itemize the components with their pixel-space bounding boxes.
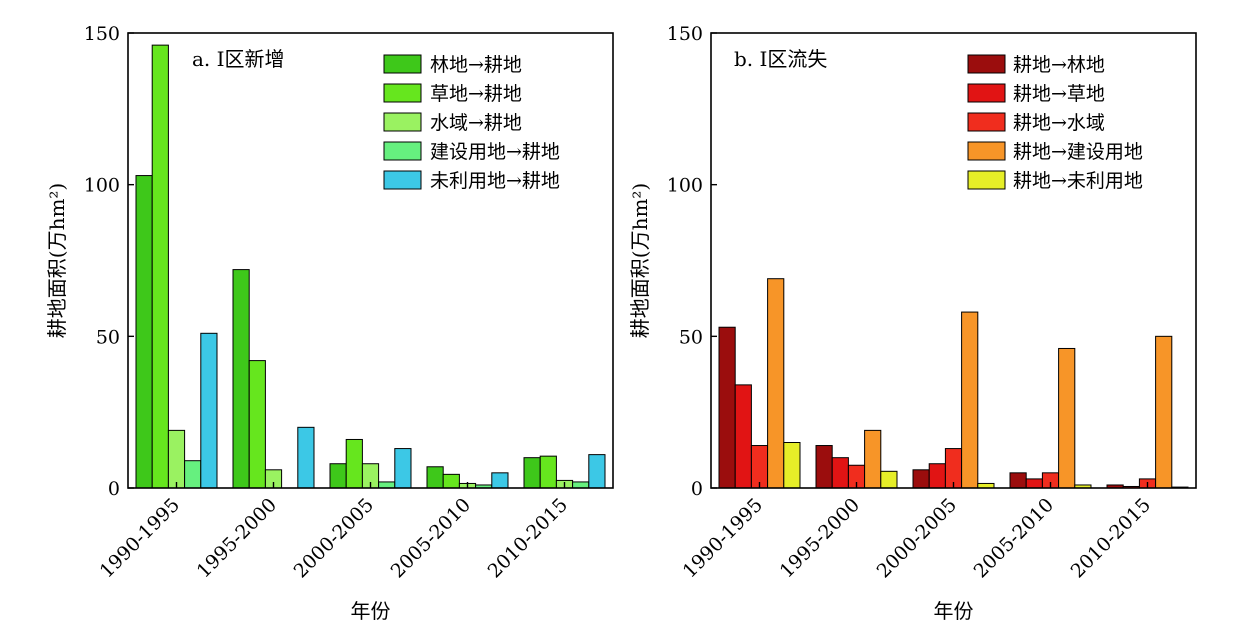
legend-label: 未利用地→耕地 (430, 170, 560, 192)
bar-1-3-3 (1058, 347, 1076, 489)
bar-0-1-2 (345, 438, 363, 489)
x-tick-label: 2005-2010 (387, 494, 475, 582)
y-tick-label: 0 (691, 478, 703, 500)
y-tick-label: 50 (679, 326, 703, 348)
bar-0-1-4 (539, 455, 557, 489)
bar-1-0-3 (1009, 472, 1027, 489)
bar-0-4-2 (394, 448, 412, 489)
bar-0-4-0 (200, 332, 218, 489)
legend-swatch (967, 54, 1006, 74)
y-tick-label: 100 (84, 175, 120, 197)
bar-1-0-2 (912, 469, 930, 489)
legend-label: 耕地→建设用地 (1013, 141, 1143, 163)
x-tick-label: 1990-1995 (96, 494, 184, 582)
bar-0-1-3 (442, 473, 460, 489)
bar-1-4-1 (880, 470, 898, 489)
legend-swatch (967, 141, 1006, 161)
bar-1-3-0 (767, 278, 785, 489)
y-axis-title: 耕地面积(万hm²) (45, 183, 69, 338)
y-tick-label: 0 (108, 478, 120, 500)
bar-1-1-1 (831, 457, 849, 489)
bar-0-0-2 (329, 463, 347, 489)
y-tick-label: 150 (84, 23, 120, 45)
legend-label: 建设用地→耕地 (430, 141, 560, 163)
y-tick-label: 50 (96, 326, 120, 348)
legend-swatch (967, 170, 1006, 190)
bar-1-3-4 (1155, 335, 1173, 489)
legend-label: 耕地→草地 (1013, 83, 1105, 105)
bar-0-3-4 (572, 481, 590, 489)
x-tick-label: 1995-2000 (193, 494, 281, 582)
y-tick-label: 100 (667, 175, 703, 197)
x-axis-title: 年份 (934, 599, 974, 623)
bar-0-1-1 (248, 360, 266, 489)
x-tick-label: 2000-2005 (290, 494, 378, 582)
bar-1-1-3 (1025, 478, 1043, 489)
y-tick-label: 150 (667, 23, 703, 45)
bar-0-2-0 (167, 429, 186, 489)
bar-1-1-0 (734, 384, 752, 489)
y-axis-title: 耕地面积(万hm²) (628, 183, 652, 338)
bar-0-4-4 (588, 454, 606, 489)
bar-0-4-3 (491, 472, 509, 489)
bar-0-1-0 (151, 44, 169, 489)
bar-1-0-0 (718, 326, 736, 489)
legend-swatch (967, 83, 1006, 103)
legend-swatch (383, 141, 422, 161)
legend-label: 水域→耕地 (430, 112, 522, 134)
x-tick-label: 2010-2015 (1067, 494, 1155, 582)
legend-label: 耕地→林地 (1013, 54, 1105, 76)
bar-1-1-2 (928, 463, 946, 489)
panel-b: 0 50 100 150 1990-1995 1995-2000 2000-2005 2005… (628, 23, 1197, 623)
x-tick-label: 2010-2015 (484, 494, 572, 582)
panel-title: a. Ⅰ区新增 (192, 47, 285, 71)
legend-swatch (383, 112, 422, 132)
x-tick-label: 1995-2000 (776, 494, 864, 582)
bar-0-3-2 (378, 481, 396, 489)
legend-label: 草地→耕地 (430, 83, 522, 105)
x-axis-title: 年份 (351, 599, 391, 623)
x-tick-label: 2000-2005 (873, 494, 961, 582)
legend-swatch (383, 170, 422, 190)
x-tick-label: 1990-1995 (679, 494, 767, 582)
legend-label: 耕地→水域 (1013, 112, 1105, 134)
bar-1-0-1 (815, 445, 833, 489)
bar-0-0-0 (135, 175, 153, 489)
legend-swatch (967, 112, 1006, 132)
bar-0-0-3 (426, 466, 444, 489)
legend-swatch (383, 54, 422, 74)
bar-1-3-2 (961, 311, 979, 489)
legend-label: 林地→耕地 (430, 54, 522, 76)
bar-1-4-0 (783, 442, 801, 489)
bar-1-3-1 (864, 429, 882, 489)
bar-0-0-1 (232, 269, 250, 489)
legend-swatch (383, 83, 422, 103)
bar-1-2-0 (750, 445, 769, 489)
panel-a: 0 50 100 150 1990-1995 1995-2000 2000-2005 2005… (45, 23, 614, 623)
bar-0-0-4 (523, 457, 541, 489)
legend-label: 耕地→未利用地 (1013, 170, 1143, 192)
bar-0-4-1 (297, 426, 315, 489)
panel-title: b. Ⅰ区流失 (734, 47, 827, 71)
bar-0-3-0 (184, 460, 202, 489)
x-tick-label: 2005-2010 (970, 494, 1058, 582)
